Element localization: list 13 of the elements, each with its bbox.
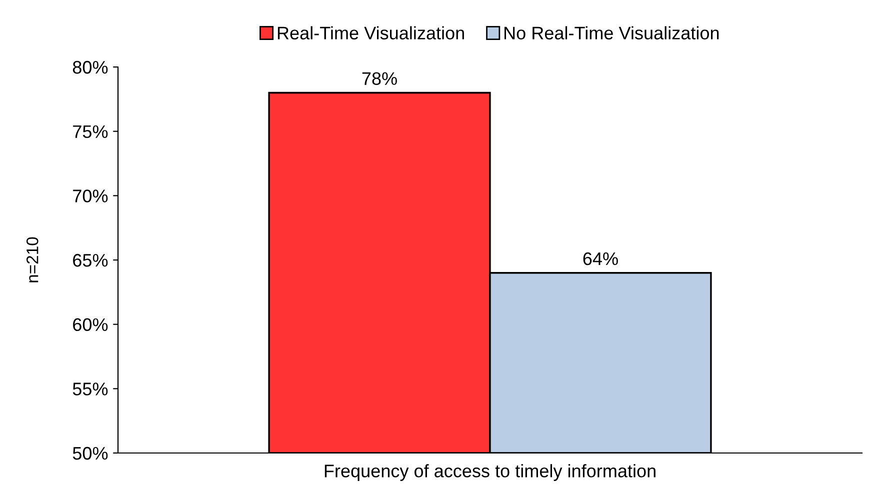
y-tick-label: 60% (73, 318, 108, 332)
legend-label: No Real-Time Visualization (504, 26, 719, 40)
y-tick-label: 65% (73, 254, 108, 267)
y-tick-label: 70% (73, 190, 108, 202)
data-label: 64% (583, 252, 618, 266)
legend-label: Real-Time Visualization (278, 26, 464, 40)
y-tick-label: 55% (72, 382, 108, 396)
y-axis-title: n=210 (26, 237, 38, 282)
y-tick-label: 80% (72, 60, 108, 74)
data-label: 78% (362, 72, 397, 85)
y-tick-label: 50% (72, 446, 108, 460)
y-tick-label: 75% (73, 125, 108, 138)
x-tick-label: Frequency of access to timely information (324, 464, 656, 481)
